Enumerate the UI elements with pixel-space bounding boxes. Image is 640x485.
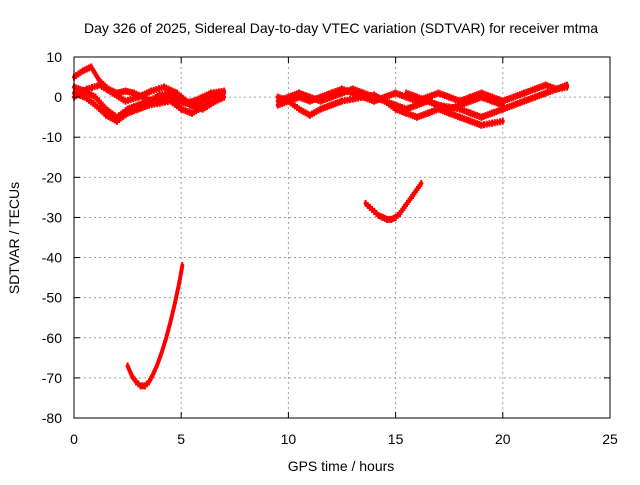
x-tick-label: 10: [281, 431, 297, 447]
series-arc-10: [125, 262, 185, 390]
series-line: [404, 85, 570, 120]
y-tick-label: 0: [54, 89, 62, 105]
y-tick-label: -30: [42, 209, 62, 225]
series-arc-2: [72, 83, 227, 121]
data-layer: [72, 63, 570, 390]
series-arc-8: [404, 83, 570, 121]
y-tick-label: -20: [42, 169, 62, 185]
y-axis-label: SDTVAR / TECUs: [6, 182, 22, 294]
y-tick-label: -80: [42, 410, 62, 426]
y-tick-label: -70: [42, 370, 62, 386]
x-tick-label: 0: [70, 431, 78, 447]
x-tick-label: 20: [495, 431, 511, 447]
ticks: [73, 56, 611, 419]
series-arc-4: [72, 81, 227, 113]
plot-frame: [73, 56, 611, 419]
y-tick-label: -10: [42, 129, 62, 145]
y-tick-label: -40: [42, 250, 62, 266]
x-tick-label: 15: [388, 431, 404, 447]
y-tick-label: -60: [42, 330, 62, 346]
chart-title: Day 326 of 2025, Sidereal Day-to-day VTE…: [84, 20, 598, 36]
x-tick-label: 5: [177, 431, 185, 447]
series-arc-9: [363, 179, 424, 223]
tick-labels: 0 5 10 15 20 25 10 0 -10 -20 -30 -40 -50 -60 -70 -80: [42, 49, 618, 447]
y-tick-label: -50: [42, 290, 62, 306]
series-line: [275, 87, 505, 112]
grid: [74, 57, 610, 418]
y-tick-label: 10: [46, 49, 62, 65]
x-tick-label: 25: [602, 431, 618, 447]
x-axis-label: GPS time / hours: [288, 458, 395, 474]
